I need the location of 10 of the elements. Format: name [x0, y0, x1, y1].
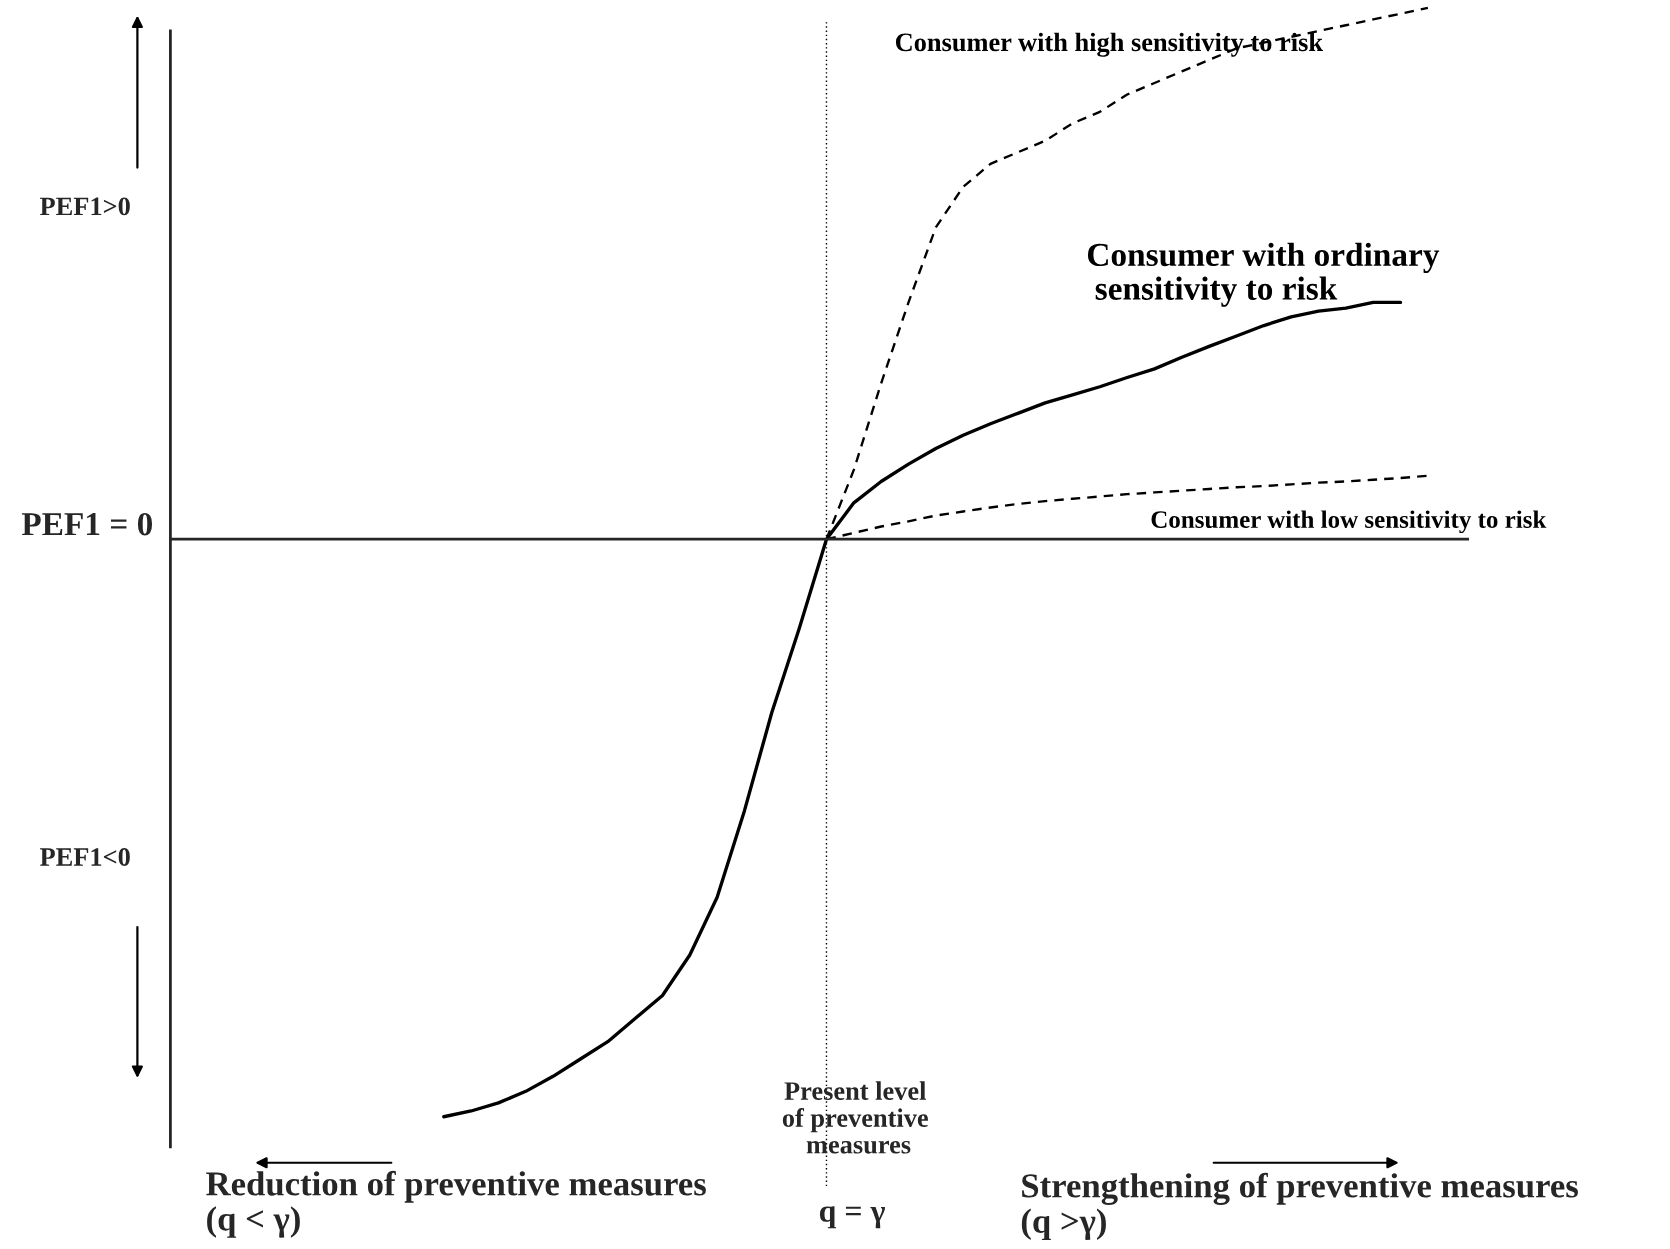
- series-label: Consumer with ordinary sensitivity to risk: [1087, 242, 1440, 307]
- text: Strengthening of preventive measures (q >γ): [1021, 1172, 1578, 1241]
- text: PEF1>0: [40, 197, 130, 216]
- text: PEF1 = 0: [21, 512, 153, 536]
- text: Reduction of preventive measures (q < γ): [206, 1170, 706, 1238]
- annotation: Present level of preventive measures: [782, 1081, 928, 1154]
- text: PEF1<0: [40, 848, 130, 866]
- series-label: Consumer with high sensitivity to risk: [895, 32, 1323, 57]
- text: q = γ: [819, 1206, 886, 1229]
- series-label: Consumer with low sensitivity to risk: [1151, 510, 1547, 534]
